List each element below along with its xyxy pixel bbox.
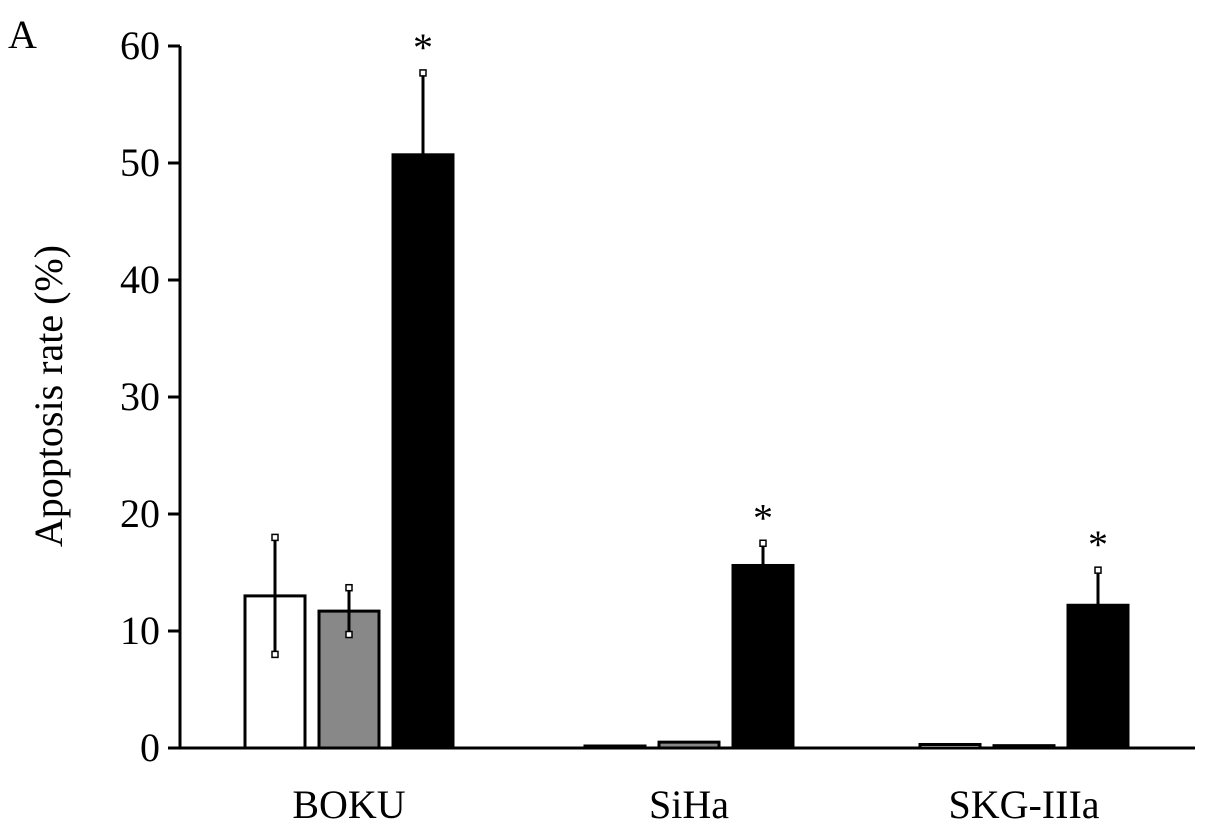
significance-star: * — [413, 25, 433, 70]
y-ticks: 0 10 20 30 40 50 60 — [120, 23, 180, 770]
x-category-label: SiHa — [649, 782, 729, 827]
error-cap — [345, 583, 353, 592]
x-category-labels: BOKU SiHa SKG-IIIa — [292, 782, 1099, 827]
y-tick-label: 20 — [120, 491, 160, 536]
y-tick-label: 60 — [120, 23, 160, 68]
bars — [243, 153, 1130, 750]
error-cap — [759, 539, 767, 547]
y-tick-label: 10 — [120, 608, 160, 653]
bar — [657, 740, 721, 750]
error-cap — [419, 69, 427, 77]
significance-markers: * * * — [413, 25, 1108, 567]
error-cap — [1094, 566, 1102, 574]
y-tick-label: 0 — [140, 725, 160, 770]
bar — [391, 153, 455, 750]
panel-label: A — [8, 12, 37, 57]
bar — [583, 744, 647, 750]
y-tick-label: 40 — [120, 257, 160, 302]
error-cap — [271, 533, 279, 542]
bar — [731, 563, 795, 750]
y-tick-label: 50 — [120, 140, 160, 185]
y-axis-label: Apoptosis rate (%) — [26, 245, 71, 547]
significance-star: * — [1088, 522, 1108, 567]
bar — [1066, 603, 1130, 750]
bar — [918, 742, 982, 750]
bar — [992, 744, 1056, 750]
error-bars — [271, 69, 1102, 659]
error-cap — [345, 630, 353, 639]
significance-star: * — [753, 495, 773, 540]
x-category-label: BOKU — [292, 782, 405, 827]
y-tick-label: 30 — [120, 374, 160, 419]
error-cap — [271, 650, 279, 659]
x-category-label: SKG-IIIa — [948, 782, 1099, 827]
